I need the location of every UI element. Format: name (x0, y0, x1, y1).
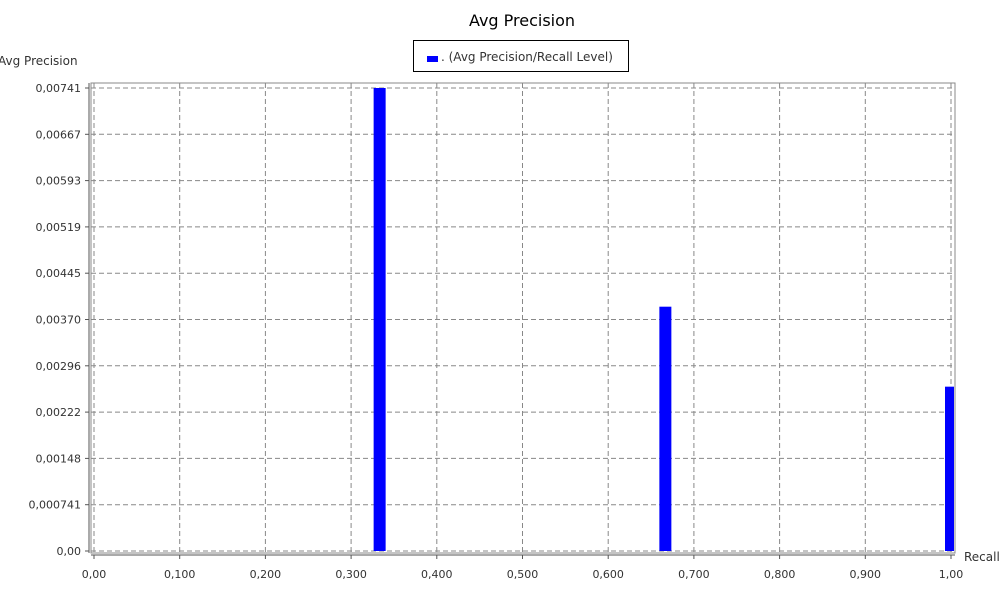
y-tick-label: 0,00593 (36, 175, 82, 188)
y-tick-label: 0,00519 (36, 221, 82, 234)
x-tick-label: 0,800 (764, 568, 796, 581)
legend-label: . (Avg Precision/Recall Level) (441, 50, 613, 64)
y-tick-label: 0,00148 (36, 452, 82, 465)
y-tick-label: 0,00370 (36, 314, 82, 327)
x-tick-label: 0,00 (82, 568, 107, 581)
tick-labels: 0,00 0,100 0,200 0,300 0,400 0,500 0,600 0,700 0… (29, 82, 964, 581)
x-tick-label: 0,700 (678, 568, 710, 581)
bar (659, 306, 672, 551)
legend: . (Avg Precision/Recall Level) (413, 40, 629, 72)
x-tick-label: 0,300 (335, 568, 367, 581)
bar (945, 386, 954, 551)
axes (85, 82, 956, 559)
x-tick-label: 1,00 (939, 568, 964, 581)
y-tick-label: 0,00222 (36, 406, 82, 419)
y-tick-label: 0,00445 (36, 267, 82, 280)
x-tick-label: 0,600 (592, 568, 624, 581)
y-tick-label: 0,00667 (36, 128, 82, 141)
x-tick-label: 0,200 (250, 568, 282, 581)
x-tick-label: 0,500 (507, 568, 539, 581)
y-axis-title: Avg Precision (0, 54, 78, 68)
chart-title: Avg Precision (468, 11, 576, 30)
bar (373, 88, 386, 551)
y-tick-label: 0,000741 (29, 499, 82, 512)
y-tick-label: 0,00296 (36, 360, 82, 373)
legend-swatch (427, 56, 438, 62)
x-tick-label: 0,400 (421, 568, 453, 581)
bars (373, 88, 954, 551)
y-tick-label: 0,00 (57, 545, 82, 558)
plot-border (90, 82, 956, 554)
x-tick-label: 0,100 (164, 568, 196, 581)
x-axis-title: Recall (964, 550, 1000, 564)
x-tick-label: 0,900 (850, 568, 882, 581)
y-tick-label: 0,00741 (36, 82, 82, 95)
grid (91, 83, 955, 553)
